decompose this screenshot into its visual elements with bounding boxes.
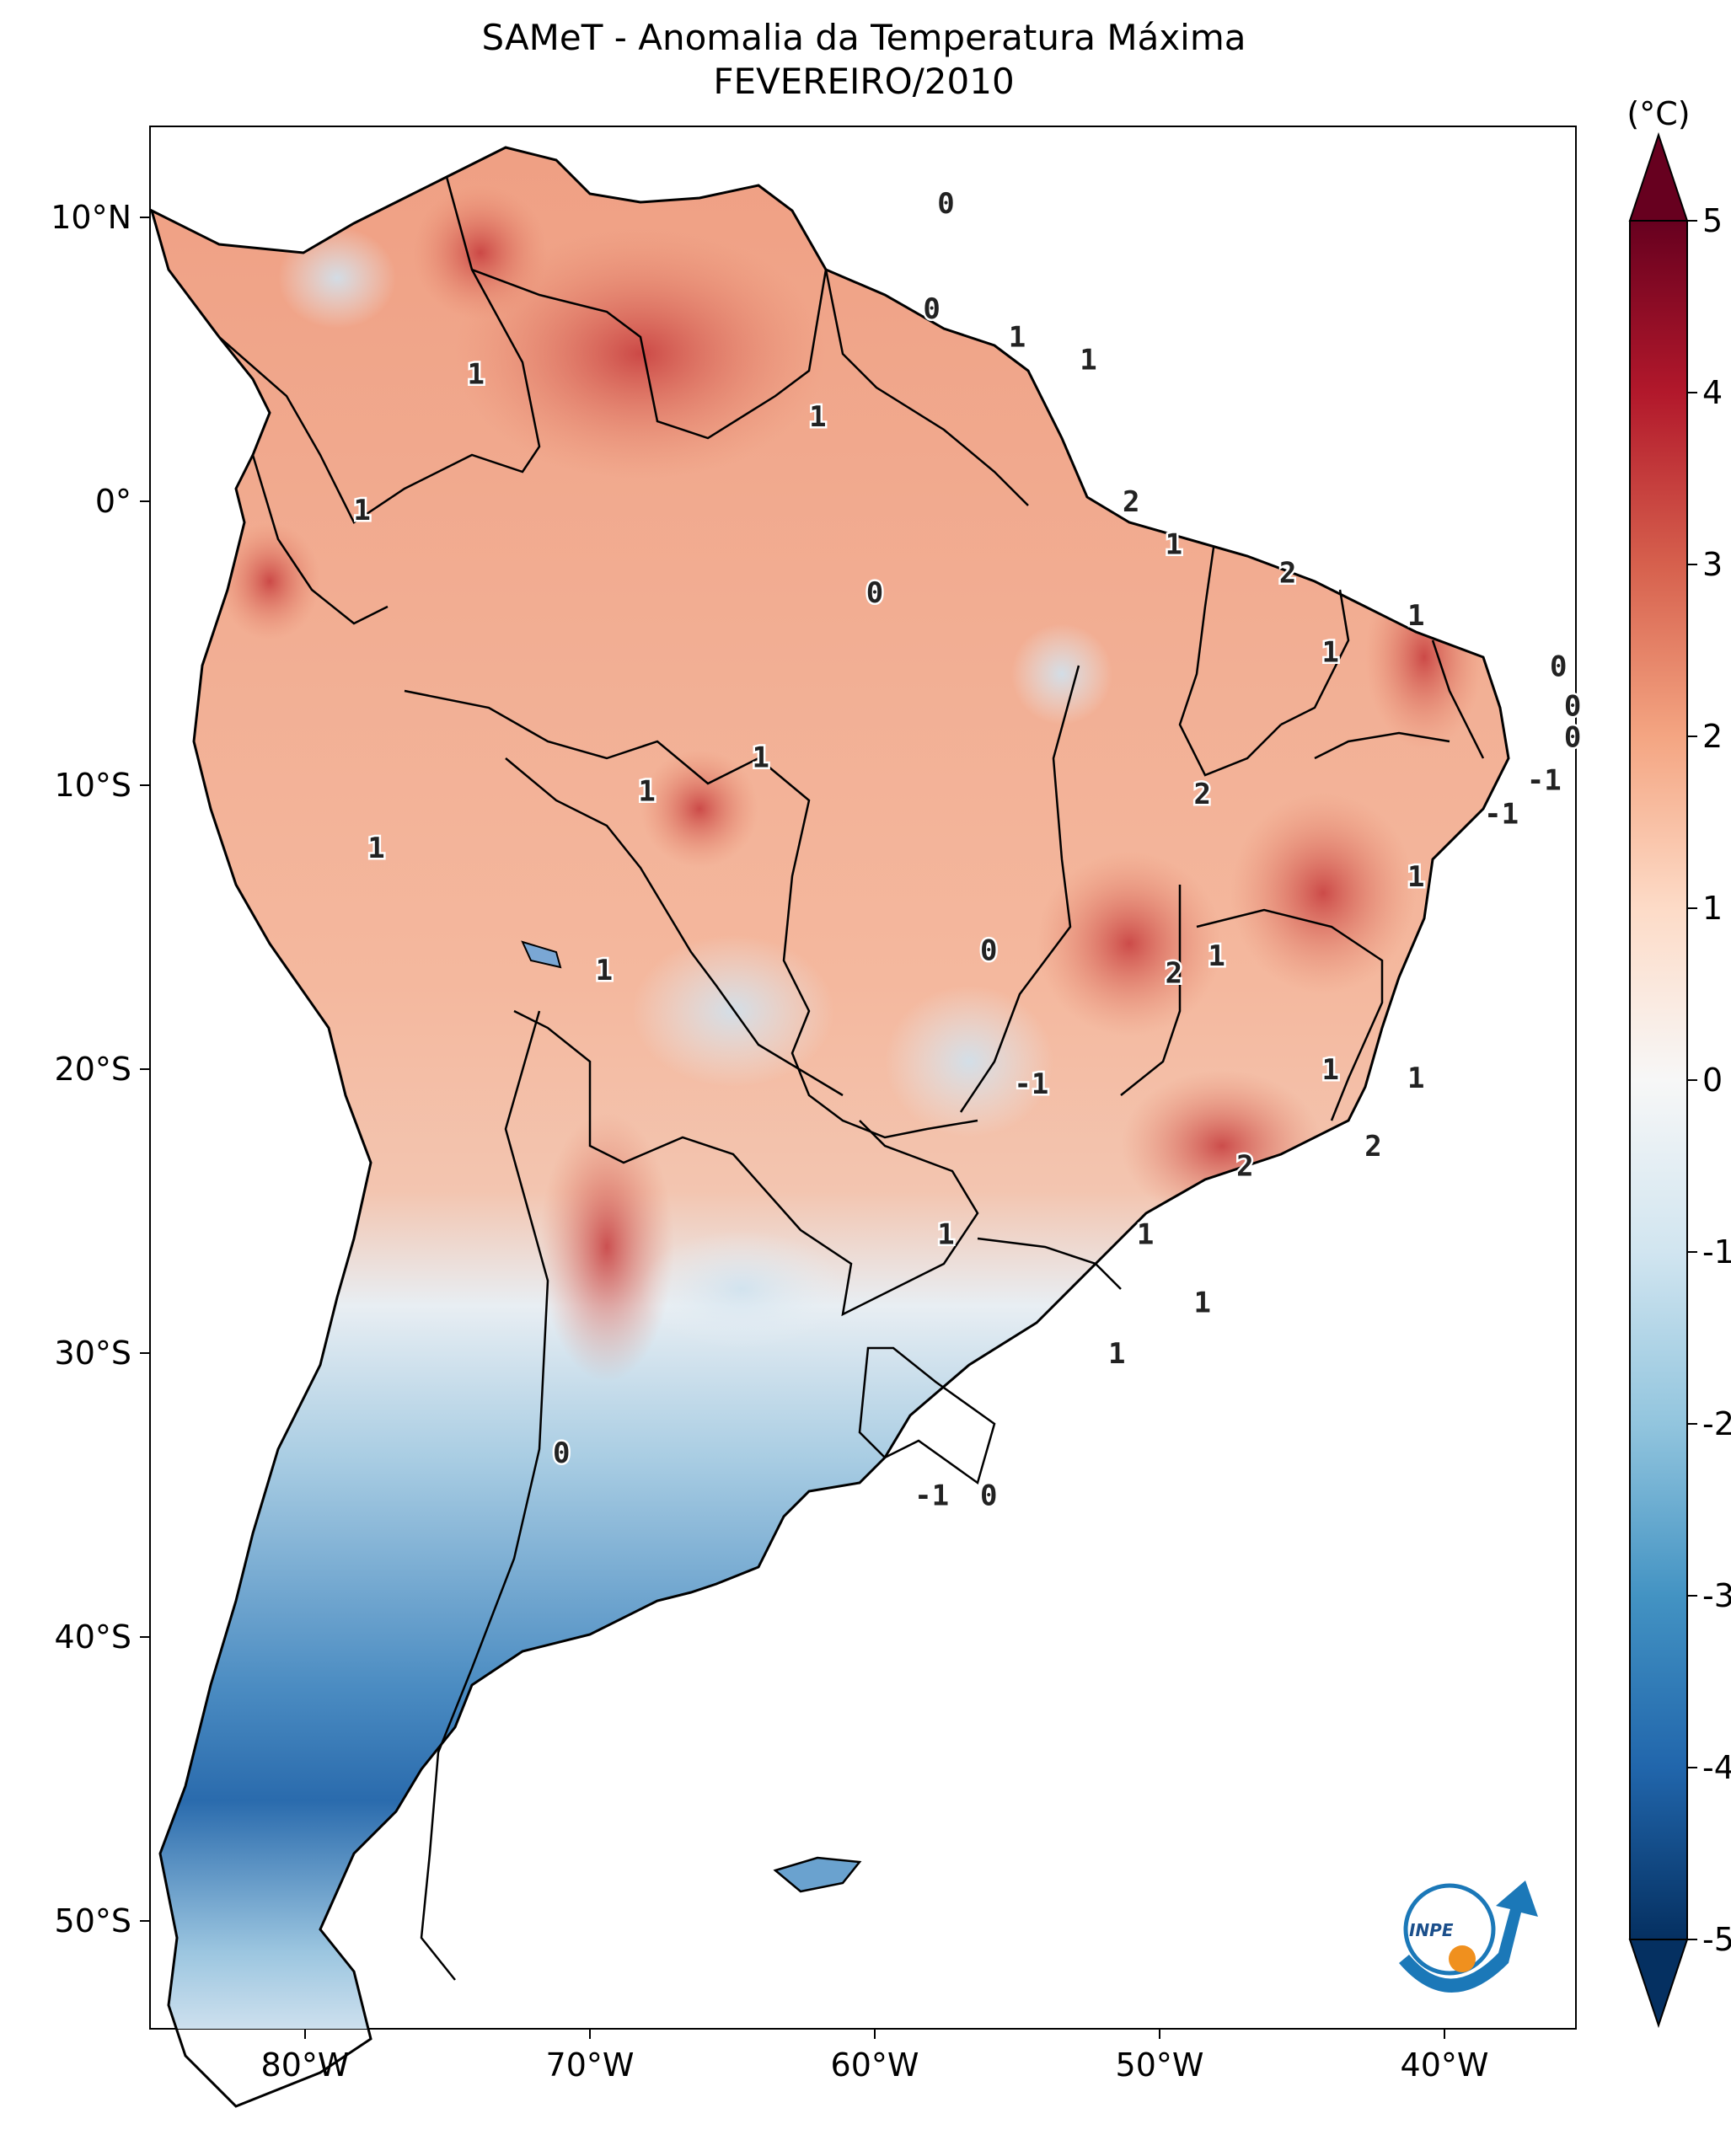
contour-label: 1 [1322,1053,1339,1087]
contour-label: 1 [367,832,384,865]
contour-label: 0 [923,292,940,326]
contour-label: -1 [1484,798,1519,832]
latitude-tick-label: 30°S [55,1335,131,1372]
longitude-axis: 80°W 70°W 60°W 50°W 40°W [261,2029,1489,2084]
contour-label: 1 [809,400,826,434]
map-title: SAMeT - Anomalia da Temperatura Máxima [481,17,1246,58]
contour-label: 2 [1364,1130,1381,1164]
contour-label: 1 [1208,939,1225,973]
longitude-tick-label: 80°W [261,2046,350,2084]
contour-label: 1 [1108,1337,1125,1371]
latitude-tick-label: 50°S [55,1902,131,1939]
contour-label: 2 [1123,485,1139,519]
contour-label: 1 [596,954,613,987]
lake-titicaca [521,940,562,969]
contour-label: 0 [937,187,954,221]
inpe-logo-text: INPE [1409,1920,1454,1940]
contour-label: 0 [980,934,997,967]
contour-label: 2 [1279,556,1296,590]
contour-label: 1 [468,357,485,391]
contour-label: 1 [1407,1062,1424,1095]
longitude-tick-label: 40°W [1401,2046,1489,2084]
latitude-axis: 10°N 0° 10°S 20°S 30°S 40°S 50°S [51,199,150,1939]
contour-label: 1 [937,1217,954,1251]
contour-label: 1 [1137,1217,1154,1251]
colorbar-tick-label: 3 [1702,546,1723,583]
inpe-logo-sun [1449,1945,1476,1972]
colorbar-max-extend [1628,131,1689,222]
longitude-tick-label: 50°W [1116,2046,1204,2084]
country-borders [218,176,1485,1981]
colorbar-ticks: 5 4 3 2 1 0 -1 -2 -3 -4 -5 [1687,202,1731,1958]
map-subtitle: FEVEREIRO/2010 [713,61,1015,102]
contour-label: -1 [914,1479,949,1513]
colorbar-tick-label: -2 [1702,1405,1731,1442]
longitude-tick-label: 60°W [831,2046,919,2084]
contour-label: 1 [753,741,769,774]
contour-label: 1 [1407,599,1424,633]
contour-label: -1 [1527,763,1562,797]
colorbar-bar [1629,220,1688,1940]
contour-label: 1 [353,494,370,527]
contour-label: 1 [1166,528,1182,562]
colorbar-tick-label: -5 [1702,1921,1731,1958]
contour-label: 1 [1193,1286,1210,1319]
latitude-tick-label: 40°S [55,1618,131,1656]
inpe-logo-ring [1403,1883,1496,1976]
contour-label: 0 [553,1436,570,1470]
colorbar-tick-label: -1 [1702,1233,1731,1271]
colorbar-tick-label: 5 [1702,202,1723,239]
contour-label: 0 [1550,650,1567,683]
colorbar-tick-label: 0 [1702,1062,1723,1099]
inpe-logo-swoosh [1399,1880,1538,1993]
colorbar-min-extend [1628,1939,1689,2029]
contour-label: 1 [1080,344,1096,377]
contour-label: 1 [638,775,655,809]
colorbar: (°C) 5 4 3 2 1 0 -1 -2 -3 -4 -5 [1626,95,1731,2029]
contour-label: 0 [1564,690,1581,724]
colorbar-tick-label: 4 [1702,374,1723,411]
inpe-logo: INPE [1399,1880,1538,1993]
colorbar-unit-label: (°C) [1626,95,1690,132]
contour-label: 1 [1009,321,1026,355]
latitude-tick-label: 20°S [55,1051,131,1088]
colorbar-tick-label: 1 [1702,890,1723,927]
contour-label: 1 [1322,636,1339,670]
colorbar-tick-label: -3 [1702,1577,1731,1614]
colorbar-tick-label: 2 [1702,718,1723,755]
contour-label: -1 [1014,1067,1048,1101]
contour-label: 2 [1236,1150,1253,1184]
latitude-tick-label: 10°S [55,767,131,804]
longitude-tick-label: 70°W [546,2046,635,2084]
colorbar-tick-label: -4 [1702,1749,1731,1786]
contour-label: 0 [866,576,883,610]
latitude-tick-label: 0° [95,483,131,520]
contour-label: 0 [980,1479,997,1513]
contour-label: 0 [1564,721,1581,755]
contour-label: 1 [1407,860,1424,894]
falkland-islands [773,1856,862,1893]
latitude-tick-label: 10°N [51,199,131,236]
contour-label: 2 [1193,778,1210,811]
contour-label: 2 [1166,956,1182,990]
